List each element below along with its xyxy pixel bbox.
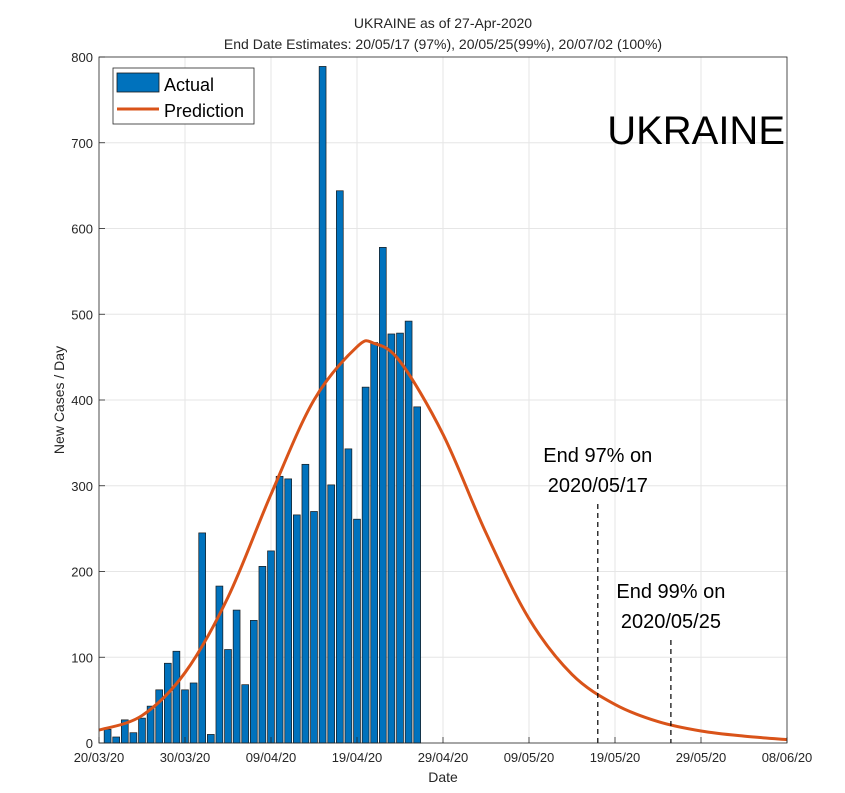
x-tick-label: 19/05/20 <box>590 750 641 765</box>
bar <box>275 475 284 744</box>
x-tick-label: 30/03/20 <box>160 750 211 765</box>
y-tick-label: 0 <box>86 736 93 751</box>
bar <box>387 333 396 744</box>
bar <box>267 550 275 744</box>
y-tick-label: 400 <box>71 393 93 408</box>
end-annotation-line1: End 99% on <box>616 581 725 603</box>
end-annotation-line1: End 97% on <box>543 445 652 467</box>
bar <box>336 190 344 744</box>
bar <box>224 649 232 744</box>
end-annotation-line2: 2020/05/17 <box>548 475 648 497</box>
legend-swatch-actual <box>116 72 160 93</box>
bars <box>103 66 421 744</box>
y-ticks: 0 100 200 300 400 500 600 700 800 <box>71 50 105 751</box>
chart-subtitle: End Date Estimates: 20/05/17 (97%), 20/0… <box>224 36 662 52</box>
legend: Actual Prediction <box>112 67 255 125</box>
bar <box>172 650 181 744</box>
end-annotation-line2: 2020/05/25 <box>621 611 721 633</box>
x-tick-label: 09/05/20 <box>504 750 555 765</box>
legend-label-prediction: Prediction <box>164 101 244 121</box>
bar <box>344 448 353 744</box>
bar <box>361 386 370 744</box>
bar <box>404 320 413 744</box>
bar <box>103 728 112 744</box>
bar <box>396 332 404 744</box>
bar <box>232 609 241 744</box>
y-tick-label: 700 <box>71 136 93 151</box>
chart-title: UKRAINE as of 27-Apr-2020 <box>354 15 532 31</box>
bar <box>138 717 146 744</box>
y-axis-label: New Cases / Day <box>51 346 67 454</box>
x-tick-label: 08/06/20 <box>762 750 813 765</box>
x-tick-label: 29/05/20 <box>676 750 727 765</box>
annotations: End 97% on 2020/05/17 End 99% on 2020/05/25 <box>543 445 725 743</box>
bar <box>379 247 387 744</box>
bar <box>250 620 258 744</box>
bar <box>241 684 249 744</box>
y-tick-label: 800 <box>71 50 93 65</box>
y-tick-label: 100 <box>71 650 93 665</box>
bar <box>318 66 327 744</box>
x-tick-label: 20/03/20 <box>74 750 125 765</box>
bar <box>198 532 206 744</box>
y-tick-label: 300 <box>71 479 93 494</box>
bar <box>164 662 172 744</box>
x-axis-label: Date <box>428 769 458 785</box>
y-tick-label: 200 <box>71 565 93 580</box>
bar <box>129 732 138 744</box>
bar <box>310 511 318 744</box>
bar <box>258 566 267 744</box>
x-tick-label: 19/04/20 <box>332 750 383 765</box>
bar <box>327 484 335 744</box>
prediction-line <box>98 339 788 742</box>
bar <box>207 734 215 744</box>
x-ticks: 20/03/20 30/03/20 09/04/20 19/04/20 29/04/20… <box>74 737 813 765</box>
y-tick-label: 500 <box>71 307 93 322</box>
bar <box>181 689 189 744</box>
bar <box>301 463 310 744</box>
country-watermark: UKRAINE <box>607 109 785 153</box>
x-tick-label: 09/04/20 <box>246 750 297 765</box>
x-tick-label: 29/04/20 <box>418 750 469 765</box>
bar <box>284 478 292 744</box>
bar <box>413 406 421 744</box>
bar <box>370 342 378 744</box>
bar <box>353 518 361 744</box>
legend-label-actual: Actual <box>164 75 214 95</box>
bar <box>189 682 198 744</box>
y-tick-label: 600 <box>71 222 93 237</box>
bar <box>112 736 120 744</box>
bar <box>293 514 301 744</box>
